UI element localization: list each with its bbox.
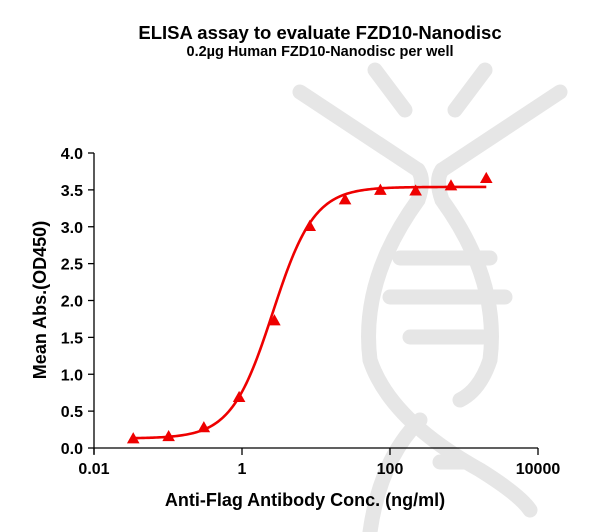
- data-point-triangle-icon: [338, 193, 352, 205]
- x-tick-label: 100: [377, 461, 404, 478]
- data-point-triangle-icon: [479, 171, 493, 184]
- x-tick-label: 1: [238, 461, 247, 478]
- y-tick-label: 3.0: [61, 220, 83, 237]
- y-tick-label: 4.0: [61, 146, 83, 163]
- x-tick-label: 10000: [516, 461, 561, 478]
- x-tick-label: 0.01: [78, 461, 109, 478]
- data-point-triangle-icon: [374, 183, 387, 195]
- chart-subtitle: 0.2µg Human FZD10-Nanodisc per well: [186, 44, 454, 60]
- data-point-triangle-icon: [126, 432, 140, 444]
- y-tick-label: 0.5: [61, 404, 83, 421]
- data-point-triangle-icon: [232, 390, 246, 403]
- y-tick-label: 3.5: [61, 183, 83, 200]
- y-tick-label: 0.0: [61, 441, 83, 458]
- axes: 0.0 0.5 1.0 1.5 2.0 2.5 3.0 3.5 4.0 0.01 1 100 10000: [61, 146, 561, 478]
- data-point-triangle-icon: [197, 421, 211, 433]
- y-tick-label: 1.0: [61, 367, 83, 384]
- y-tick-label: 2.0: [61, 294, 83, 311]
- data-point-triangle-icon: [268, 314, 281, 326]
- data-point-triangle-icon: [162, 429, 175, 442]
- y-axis-label: Mean Abs.(OD450): [30, 221, 50, 379]
- chart-title: ELISA assay to evaluate FZD10-Nanodisc: [138, 22, 502, 43]
- plot-series: [126, 171, 493, 444]
- y-tick-label: 1.5: [61, 330, 83, 347]
- data-point-triangle-icon: [409, 184, 422, 196]
- data-point-triangle-icon: [444, 179, 458, 191]
- y-tick-label: 2.5: [61, 257, 83, 274]
- x-axis-label: Anti-Flag Antibody Conc. (ng/ml): [165, 490, 445, 510]
- data-point-triangle-icon: [303, 219, 317, 231]
